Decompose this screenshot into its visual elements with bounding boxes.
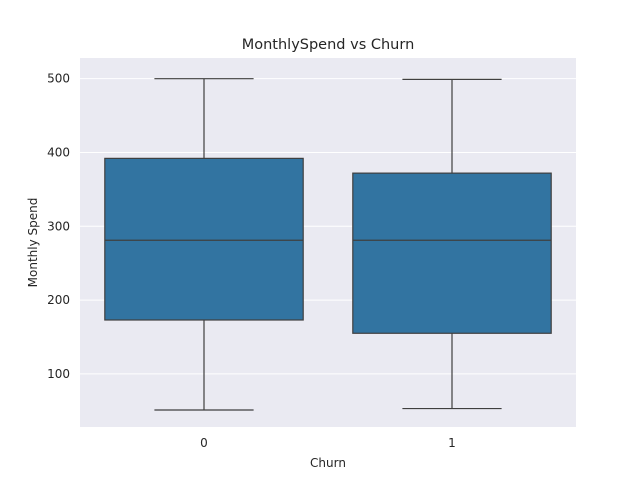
x-tick-label: 0: [200, 436, 208, 450]
boxes: [104, 78, 552, 411]
chart-title: MonthlySpend vs Churn: [242, 37, 415, 53]
y-axis-label: Monthly Spend: [26, 198, 40, 288]
iqr-box: [104, 157, 304, 321]
box-group: [104, 78, 304, 411]
box-group: [352, 78, 552, 410]
tick-labels: 100 200 300 400 500 0 1: [47, 72, 456, 450]
y-tick-label: 200: [47, 293, 70, 307]
iqr-box: [352, 172, 552, 334]
y-tick-label: 100: [47, 367, 70, 381]
x-tick-label: 1: [448, 436, 456, 450]
y-tick-label: 400: [47, 145, 70, 159]
y-tick-label: 300: [47, 219, 70, 233]
y-tick-label: 500: [47, 72, 70, 86]
x-axis-label: Churn: [310, 456, 346, 470]
